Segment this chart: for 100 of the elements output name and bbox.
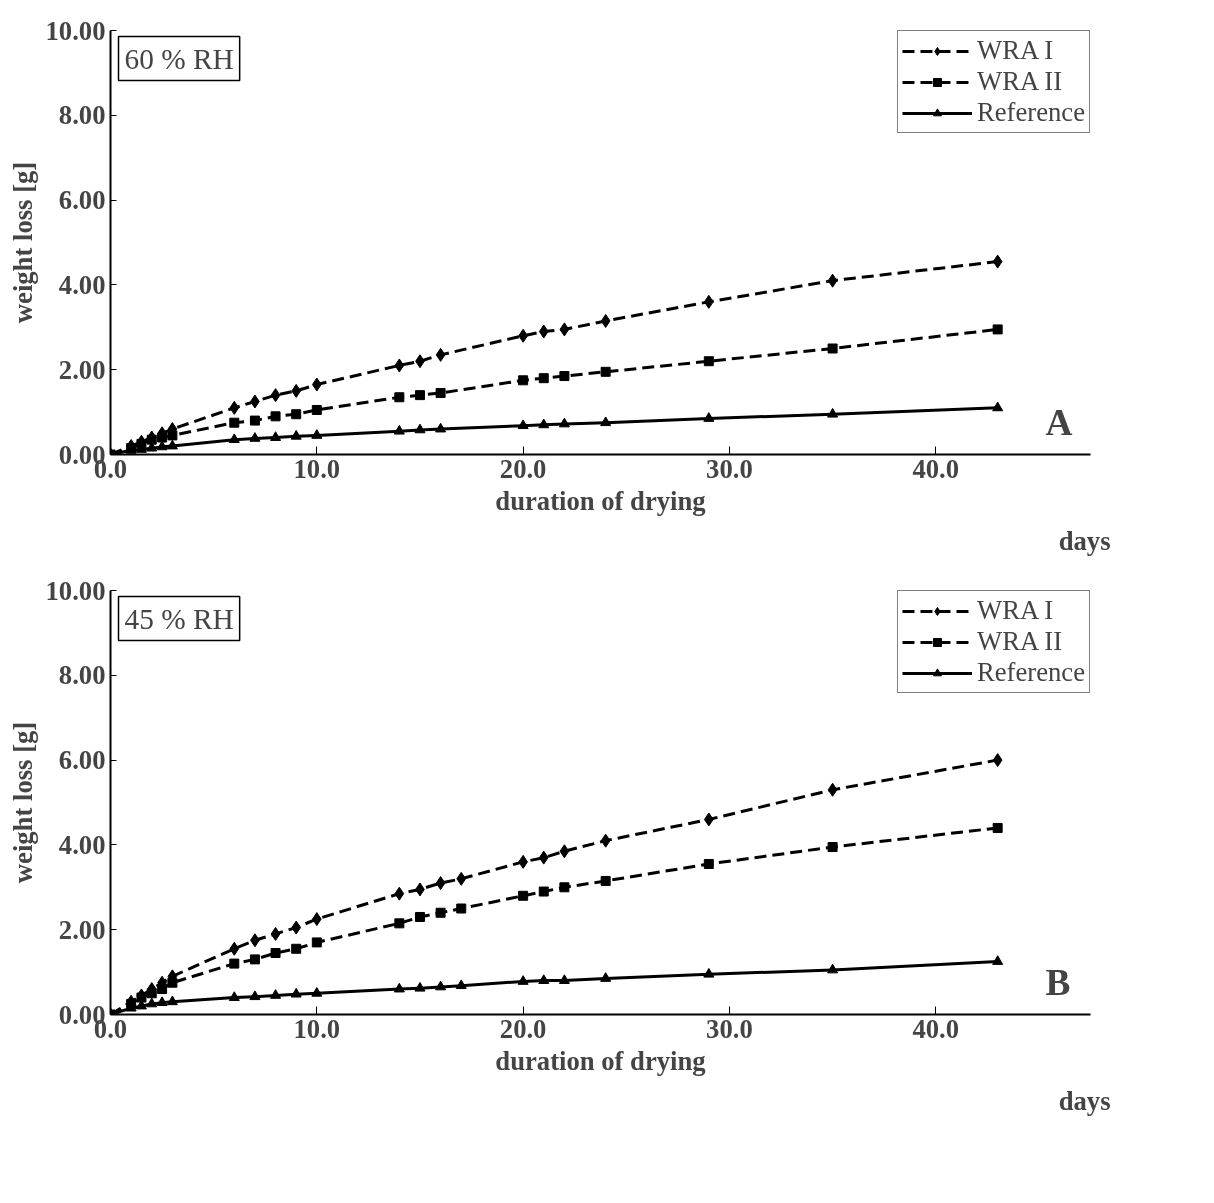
point xyxy=(517,419,529,430)
point xyxy=(290,987,302,998)
x-tick-label: 20.0 xyxy=(499,1013,547,1044)
point xyxy=(558,974,570,984)
point xyxy=(414,911,425,922)
point xyxy=(827,407,839,418)
point xyxy=(311,377,322,392)
point xyxy=(435,388,446,399)
point xyxy=(394,886,405,901)
x-tick-label: 40.0 xyxy=(912,1013,960,1044)
point xyxy=(992,401,1004,412)
point xyxy=(414,981,426,992)
point xyxy=(136,992,147,1003)
point xyxy=(270,989,282,999)
point xyxy=(538,418,550,429)
point xyxy=(456,903,467,914)
point xyxy=(538,324,549,339)
x-axis-title: duration of drying xyxy=(495,1045,707,1076)
point xyxy=(703,412,715,422)
y-tick-label: 6.00 xyxy=(58,185,106,216)
point xyxy=(311,937,322,948)
point xyxy=(270,948,281,959)
point xyxy=(146,988,157,999)
point xyxy=(146,997,158,1008)
point xyxy=(538,850,549,865)
y-tick-label: 2.00 xyxy=(58,354,106,385)
point xyxy=(703,812,714,827)
point xyxy=(166,439,178,450)
y-axis-title: weight loss [g] xyxy=(7,161,38,324)
point xyxy=(518,375,529,386)
point xyxy=(992,753,1003,768)
point xyxy=(559,844,570,859)
point xyxy=(827,842,838,853)
point xyxy=(827,963,839,974)
text: days xyxy=(1058,525,1111,556)
point xyxy=(270,926,281,941)
point xyxy=(827,343,838,354)
point xyxy=(559,371,570,382)
x-tick-label: 30.0 xyxy=(706,1013,753,1044)
point xyxy=(435,422,447,433)
point xyxy=(600,313,611,328)
point xyxy=(600,972,612,982)
point xyxy=(703,967,715,978)
point xyxy=(600,366,611,377)
point xyxy=(311,429,323,439)
point xyxy=(249,954,260,965)
y-tick-label: 8.00 xyxy=(58,660,106,691)
y-tick-label: 4.00 xyxy=(58,829,106,860)
legend-label: WRA I xyxy=(976,35,1054,66)
point xyxy=(291,943,302,954)
legend-label: WRA II xyxy=(976,626,1063,657)
point xyxy=(414,423,426,434)
legend-label: Reference xyxy=(976,657,1085,688)
point xyxy=(456,871,467,886)
point xyxy=(538,974,550,984)
x-tick-label: 20.0 xyxy=(499,453,547,484)
point xyxy=(394,918,405,929)
point xyxy=(703,356,714,367)
chart-title: 45 % RH xyxy=(124,602,234,635)
x-tick-label: 40.0 xyxy=(912,453,960,484)
point xyxy=(229,400,240,415)
point xyxy=(249,432,261,442)
y-tick-label: 2.00 xyxy=(58,914,106,945)
point xyxy=(992,955,1004,965)
point xyxy=(538,886,549,897)
point xyxy=(157,432,168,443)
point xyxy=(270,388,281,403)
y-tick-label: 10.00 xyxy=(45,575,106,606)
y-tick-label: 6.00 xyxy=(58,745,106,776)
point xyxy=(435,876,446,891)
point xyxy=(992,254,1003,269)
point xyxy=(311,912,322,927)
point xyxy=(229,417,240,428)
point xyxy=(517,975,529,985)
point xyxy=(311,404,322,415)
x-tick-label: 10.0 xyxy=(293,1013,341,1044)
text: days xyxy=(1058,1085,1111,1116)
point xyxy=(414,390,425,401)
point xyxy=(559,322,570,337)
point xyxy=(229,941,240,956)
point xyxy=(291,920,302,935)
legend-label: WRA II xyxy=(976,66,1063,97)
y-tick-label: 10.00 xyxy=(45,15,106,46)
point xyxy=(558,417,570,428)
point xyxy=(435,347,446,362)
point xyxy=(393,982,405,993)
y-axis-title: weight loss [g] xyxy=(7,721,38,884)
point xyxy=(290,429,302,440)
point xyxy=(827,273,838,288)
annotation: A xyxy=(1045,401,1073,443)
point xyxy=(270,431,282,441)
point xyxy=(228,991,240,1001)
point xyxy=(559,882,570,893)
point xyxy=(538,373,549,384)
point xyxy=(167,977,178,988)
y-tick-label: 4.00 xyxy=(58,269,106,300)
point xyxy=(827,782,838,797)
point xyxy=(157,984,168,995)
legend-label: Reference xyxy=(976,97,1085,128)
point xyxy=(291,383,302,398)
